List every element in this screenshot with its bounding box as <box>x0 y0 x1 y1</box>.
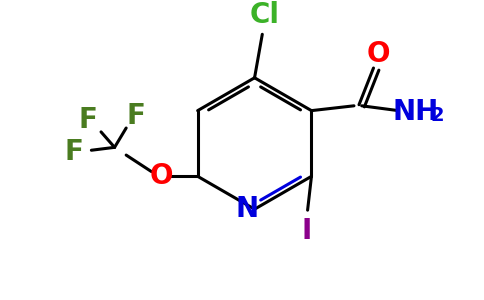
Text: O: O <box>149 162 173 190</box>
Text: F: F <box>64 138 83 166</box>
Text: F: F <box>126 102 145 130</box>
Text: 2: 2 <box>430 106 444 125</box>
Text: N: N <box>235 195 258 223</box>
Text: O: O <box>366 40 390 68</box>
Text: I: I <box>302 218 312 245</box>
Text: NH: NH <box>393 98 439 126</box>
Text: Cl: Cl <box>249 1 279 29</box>
Text: F: F <box>78 106 97 134</box>
